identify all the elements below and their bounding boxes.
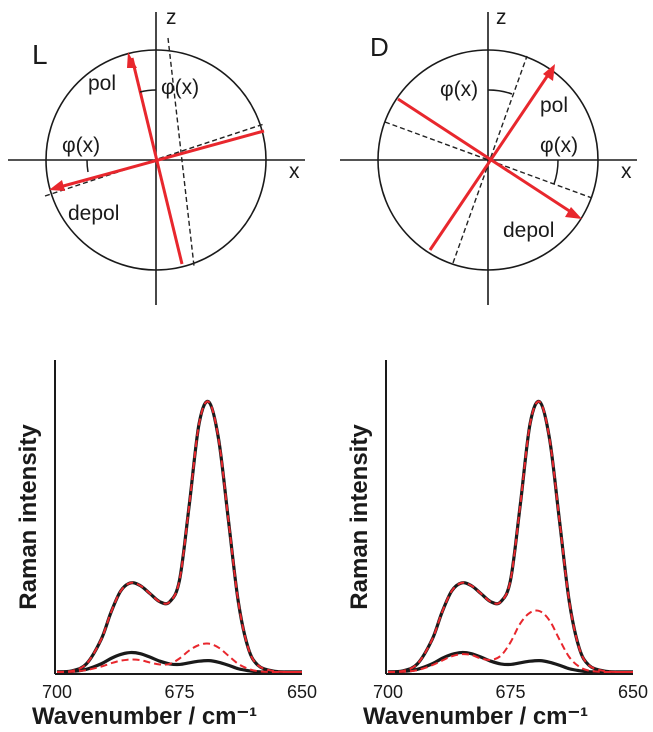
pol-label: pol (540, 94, 568, 117)
panel-label: L (32, 39, 48, 70)
plot-area (387, 399, 633, 674)
x-axis-label: x (289, 160, 300, 183)
angle-arc (86, 159, 89, 173)
depol-label: depol (68, 202, 119, 225)
depol-vector (55, 129, 265, 190)
angle-label-top: φ(x) (161, 76, 199, 99)
x-axis-title: Wavenumber / cm⁻¹ (363, 703, 588, 730)
dashed-reference-line (384, 121, 593, 199)
series-line-black (387, 399, 633, 674)
pol-arrowhead (127, 52, 137, 68)
depol-label: depol (503, 219, 554, 242)
spectrum-right: 700 675 650 Raman intensity Wavenumber / c… (346, 360, 648, 730)
pol-vector (428, 71, 552, 251)
diagram-left: L z x pol φ(x) φ(x) depol (8, 6, 305, 305)
pol-label: pol (88, 72, 116, 95)
angle-arc (553, 159, 559, 185)
z-axis-label: z (496, 6, 507, 29)
x-tick-label: 650 (287, 682, 317, 702)
series-line-black (387, 650, 633, 674)
dashed-reference-line (452, 55, 528, 264)
dashed-reference-line (167, 37, 195, 267)
plot-area (56, 399, 302, 674)
panel-label: D (370, 32, 389, 62)
angle-arc (487, 89, 513, 95)
angle-label-side: φ(x) (62, 134, 100, 157)
spectrum-left: 700 675 650 Raman intensity Wavenumber / c… (15, 360, 317, 730)
depol-arrowhead (49, 180, 65, 191)
series-line-red-dashed (56, 642, 302, 673)
x-tick-labels: 700 675 650 (373, 682, 648, 702)
x-axis-title: Wavenumber / cm⁻¹ (32, 703, 257, 730)
series-line-red-dashed (387, 609, 633, 673)
z-axis-label: z (166, 6, 177, 29)
series-line-black (56, 650, 302, 674)
y-axis-title: Raman intensity (346, 424, 373, 610)
x-tick-labels: 700 675 650 (42, 682, 317, 702)
x-axis-label: x (621, 160, 632, 183)
angle-arc (139, 89, 157, 93)
depol-vector (397, 97, 575, 216)
y-axis-title: Raman intensity (15, 424, 42, 610)
diagram-right: D z x φ(x) pol φ(x) depol (340, 6, 637, 305)
series-line-black (56, 399, 302, 674)
series-line-red-dashed (387, 400, 633, 673)
series-line-red-dashed (56, 400, 302, 673)
pol-arrowhead (543, 64, 555, 81)
x-tick-label: 650 (618, 682, 648, 702)
x-tick-label: 675 (495, 682, 525, 702)
angle-label-side: φ(x) (540, 134, 578, 157)
x-tick-label: 700 (373, 682, 403, 702)
x-tick-label: 700 (42, 682, 72, 702)
depol-arrowhead (565, 207, 582, 219)
x-tick-label: 675 (164, 682, 194, 702)
angle-label-top: φ(x) (440, 78, 478, 101)
